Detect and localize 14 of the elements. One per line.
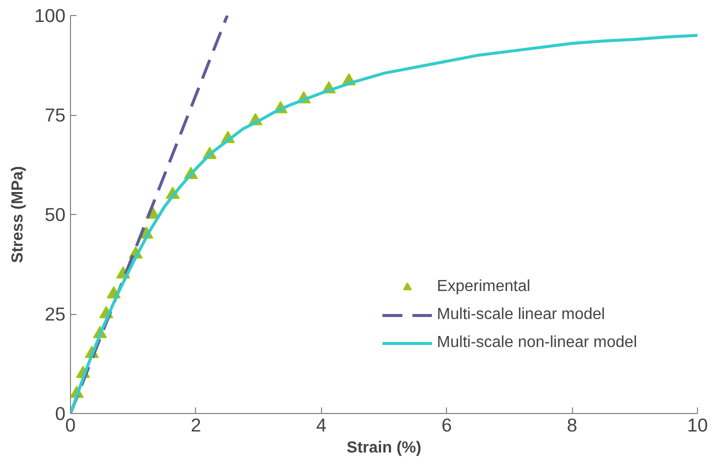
x-tick-label: 6 (442, 414, 452, 436)
x-axis-title: Strain (%) (346, 440, 422, 456)
x-tick-label: 8 (566, 414, 578, 436)
legend-label: Multi-scale linear model (436, 306, 605, 324)
x-tick-label: 4 (316, 414, 327, 436)
y-tick-label: 25 (44, 304, 66, 324)
y-tick-label: 100 (34, 5, 66, 26)
x-tick-label: 10 (687, 414, 708, 436)
legend-label: Experimental (436, 278, 530, 296)
y-tick-label: 75 (44, 104, 66, 126)
legend-label: Multi-scale non-linear model (436, 334, 637, 352)
x-tick-label: 2 (190, 414, 202, 436)
y-axis-title: Stress (MPa) (9, 166, 26, 263)
y-tick-label: 50 (44, 204, 66, 225)
